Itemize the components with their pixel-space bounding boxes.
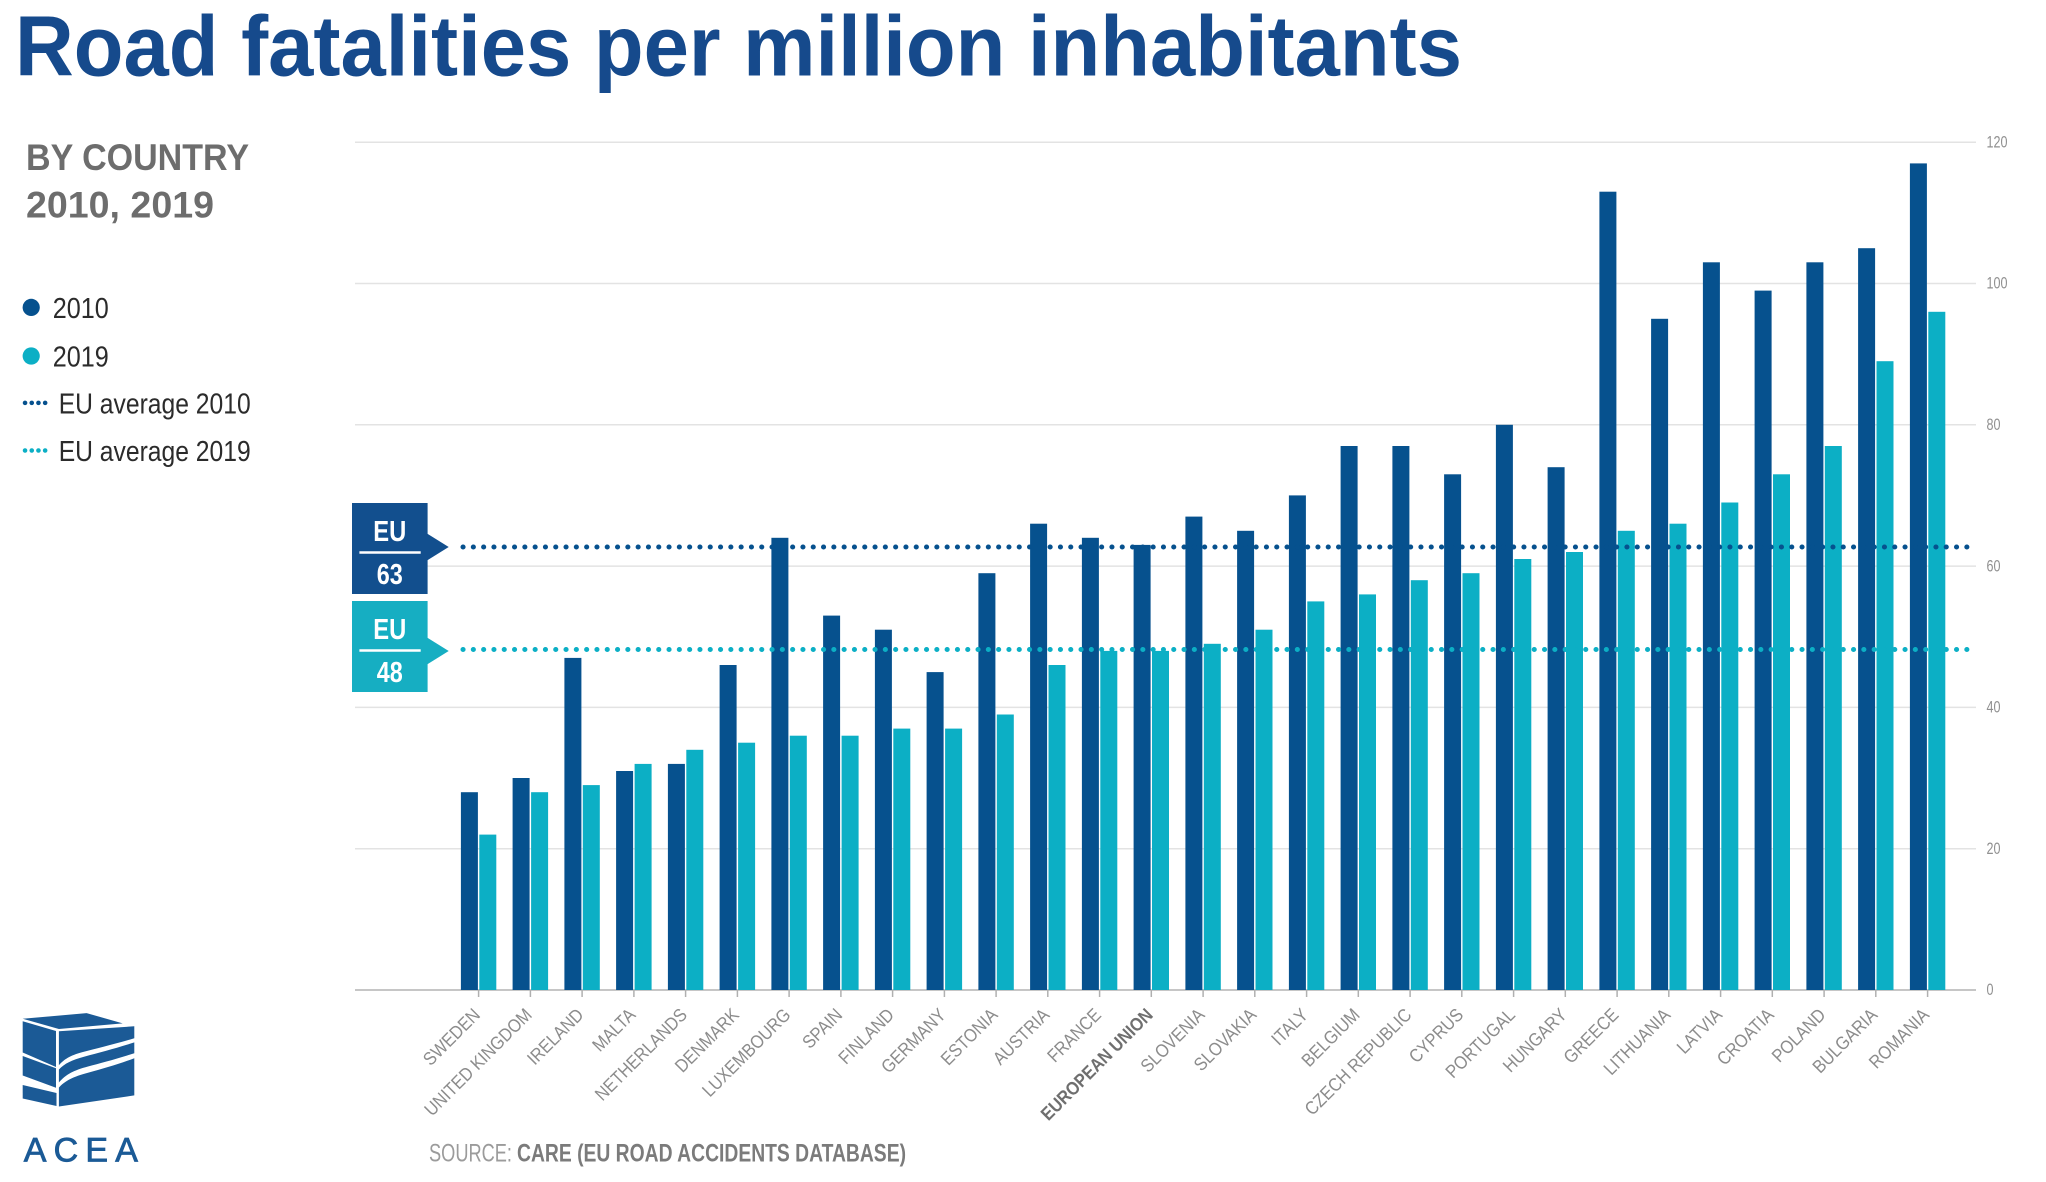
svg-text:80: 80 bbox=[1987, 415, 2001, 434]
svg-text:ACEA: ACEA bbox=[24, 1132, 145, 1170]
svg-text:SOURCE:: SOURCE: bbox=[429, 1139, 512, 1167]
svg-text:120: 120 bbox=[1987, 132, 2008, 151]
svg-text:2010: 2010 bbox=[53, 293, 109, 325]
svg-text:ESTONIA: ESTONIA bbox=[936, 1004, 1002, 1070]
svg-text:AUSTRIA: AUSTRIA bbox=[988, 1004, 1053, 1069]
svg-text:63: 63 bbox=[377, 559, 403, 591]
svg-text:2010, 2019: 2010, 2019 bbox=[26, 185, 214, 226]
svg-text:20: 20 bbox=[1987, 839, 2001, 858]
svg-text:2019: 2019 bbox=[53, 342, 109, 374]
svg-text:100: 100 bbox=[1987, 274, 2008, 293]
svg-text:CARE (EU ROAD ACCIDENTS DATABA: CARE (EU ROAD ACCIDENTS DATABASE) bbox=[517, 1139, 906, 1167]
svg-text:40: 40 bbox=[1987, 698, 2001, 717]
svg-text:EU average 2010: EU average 2010 bbox=[59, 388, 251, 420]
svg-text:ITALY: ITALY bbox=[1267, 1004, 1312, 1049]
svg-text:IRELAND: IRELAND bbox=[523, 1004, 588, 1069]
svg-text:48: 48 bbox=[377, 657, 403, 689]
svg-text:0: 0 bbox=[1987, 980, 1994, 999]
svg-text:SPAIN: SPAIN bbox=[798, 1004, 847, 1053]
svg-text:NETHERLANDS: NETHERLANDS bbox=[590, 1004, 691, 1105]
svg-text:EU: EU bbox=[373, 614, 406, 646]
svg-text:EU: EU bbox=[373, 516, 406, 548]
svg-text:60: 60 bbox=[1987, 556, 2001, 575]
svg-text:Road fatalities per million in: Road fatalities per million inhabitants bbox=[15, 0, 1462, 95]
svg-text:CROATIA: CROATIA bbox=[1713, 1004, 1779, 1070]
svg-text:BY COUNTRY: BY COUNTRY bbox=[26, 137, 249, 178]
svg-text:EU average 2019: EU average 2019 bbox=[59, 436, 251, 468]
